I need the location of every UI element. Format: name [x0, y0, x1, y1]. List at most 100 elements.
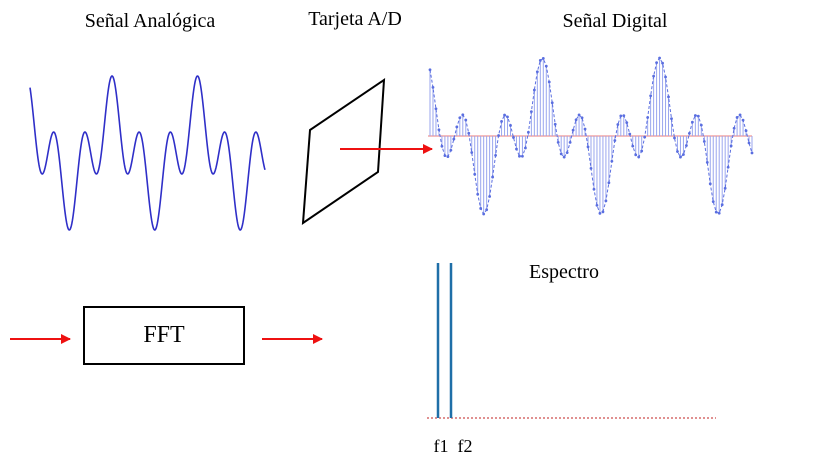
- sample-point: [595, 203, 599, 207]
- sample-point: [532, 88, 536, 92]
- ad-card-title: Tarjeta A/D: [308, 8, 402, 30]
- sample-point: [541, 57, 545, 60]
- sample-point: [571, 128, 575, 132]
- sample-point: [497, 134, 500, 137]
- analog-waveform: [29, 75, 266, 231]
- sample-point: [574, 118, 578, 122]
- sample-point: [735, 116, 739, 119]
- sample-point: [470, 151, 474, 154]
- sample-point: [598, 212, 602, 215]
- sample-point: [464, 118, 468, 122]
- sample-point: [741, 118, 745, 122]
- sample-point: [562, 155, 566, 159]
- sample-point: [667, 95, 670, 99]
- sample-point: [512, 136, 515, 139]
- sample-point: [547, 80, 551, 84]
- digital-sample-points: [428, 56, 754, 216]
- sample-point: [634, 153, 638, 157]
- sample-point: [717, 211, 721, 215]
- sample-point: [649, 94, 653, 98]
- sample-point: [592, 187, 596, 191]
- sample-point: [676, 150, 679, 153]
- sample-point: [491, 175, 495, 179]
- sample-point: [750, 151, 754, 155]
- sample-point: [437, 128, 441, 132]
- sample-point: [646, 116, 650, 119]
- sample-point: [610, 159, 614, 163]
- sample-point: [726, 165, 730, 169]
- sample-point: [479, 207, 483, 210]
- sample-point: [616, 123, 620, 126]
- sample-point: [625, 121, 629, 125]
- sample-point: [577, 113, 581, 117]
- sample-point: [500, 119, 503, 123]
- sample-point: [452, 137, 456, 141]
- sample-point: [521, 154, 524, 158]
- sample-point: [723, 186, 727, 190]
- sample-point: [440, 144, 444, 148]
- sample-point: [714, 210, 718, 214]
- sample-point: [640, 149, 644, 153]
- sample-point: [732, 126, 736, 130]
- sample-point: [607, 181, 611, 185]
- sample-point: [744, 129, 748, 133]
- sample-point: [553, 122, 557, 126]
- sample-point: [652, 74, 656, 78]
- sample-point: [556, 141, 560, 144]
- sample-point: [583, 127, 587, 131]
- sample-point: [529, 110, 533, 114]
- sample-point: [509, 124, 512, 127]
- sample-point: [538, 59, 542, 62]
- sample-point: [467, 131, 471, 135]
- sample-point: [693, 114, 697, 117]
- sample-point: [431, 85, 435, 89]
- spectrum-title: Espectro: [529, 261, 599, 283]
- sample-point: [461, 113, 465, 117]
- sample-point: [613, 139, 617, 142]
- sample-point: [589, 166, 593, 170]
- sample-point: [604, 199, 608, 203]
- sample-point: [655, 61, 658, 65]
- analog-signal-title: Señal Analógica: [85, 10, 216, 32]
- sample-point: [670, 117, 673, 120]
- sample-point: [619, 114, 623, 118]
- sample-point: [682, 153, 685, 156]
- sample-point: [473, 172, 477, 176]
- digital-signal-title: Señal Digital: [563, 10, 668, 32]
- sample-point: [458, 116, 462, 120]
- sample-point: [526, 130, 530, 134]
- sample-point: [580, 116, 584, 120]
- sample-point: [428, 68, 432, 72]
- sample-point: [568, 140, 572, 144]
- sample-point: [702, 140, 706, 143]
- sample-point: [446, 155, 450, 159]
- sample-point: [711, 200, 715, 204]
- sample-point: [434, 107, 438, 111]
- sample-point: [637, 155, 641, 159]
- sample-point: [515, 147, 518, 151]
- sample-point: [661, 61, 664, 65]
- sample-point: [518, 154, 521, 158]
- sample-point: [485, 208, 489, 212]
- sample-point: [455, 125, 459, 129]
- sample-point: [535, 70, 539, 74]
- sample-point: [544, 64, 548, 68]
- sample-point: [631, 144, 635, 148]
- sample-point: [503, 113, 506, 117]
- sample-point: [679, 155, 682, 159]
- sample-point: [476, 192, 480, 196]
- sample-point: [506, 115, 509, 119]
- ad-card-shape: [301, 78, 386, 225]
- fft-label: FFT: [143, 322, 185, 348]
- sample-point: [449, 148, 453, 152]
- sample-point: [586, 145, 590, 149]
- sample-point: [565, 151, 569, 155]
- sample-point: [643, 135, 647, 139]
- sample-point: [443, 154, 447, 158]
- sample-point: [729, 144, 733, 148]
- sample-point: [524, 146, 527, 150]
- sample-point: [705, 160, 709, 164]
- sample-point: [685, 144, 688, 147]
- sample-point: [747, 141, 751, 145]
- sample-point: [687, 132, 691, 135]
